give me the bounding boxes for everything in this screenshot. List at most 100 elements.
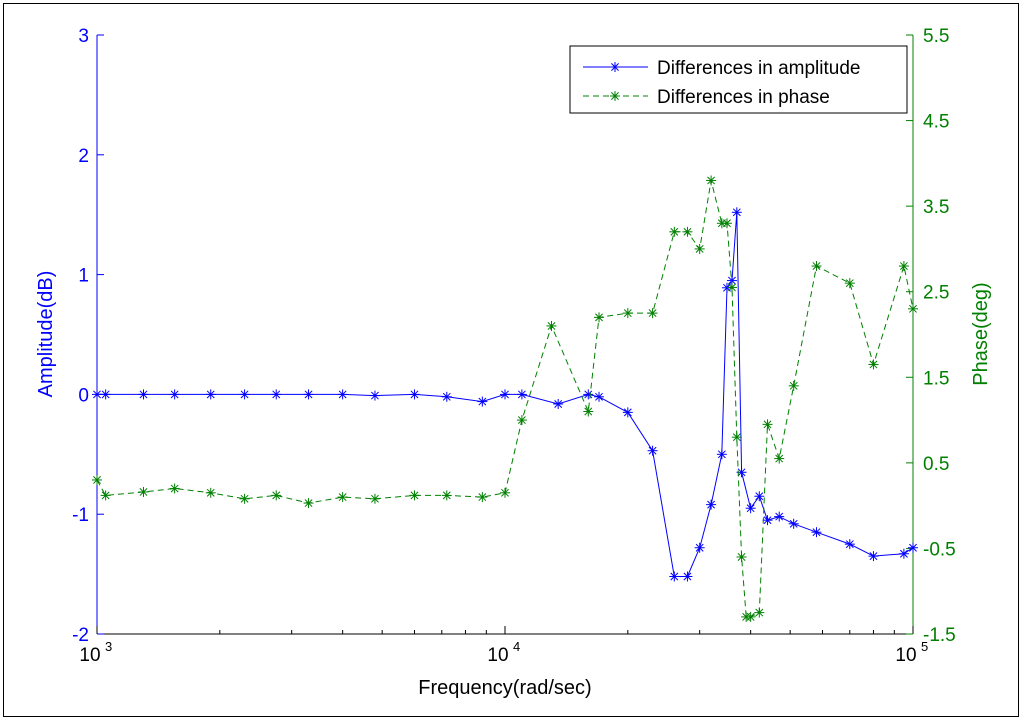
data-point-phase-30 <box>745 611 756 622</box>
y-right-tick-label-6: -0.5 <box>923 539 956 560</box>
data-point-phase-1 <box>100 490 111 501</box>
y-right-tick-label-1: 4.5 <box>923 112 949 133</box>
data-point-amplitude-29 <box>745 503 756 514</box>
data-point-amplitude-30 <box>754 491 765 502</box>
y-left-tick-label-5: -2 <box>72 625 89 646</box>
data-point-amplitude-32 <box>774 511 785 522</box>
data-point-amplitude-20 <box>669 571 680 582</box>
data-point-phase-10 <box>409 490 420 501</box>
data-point-phase-34 <box>788 380 799 391</box>
data-point-phase-9 <box>369 493 380 504</box>
y-right-tick-label-3: 2.5 <box>923 283 949 304</box>
data-point-phase-17 <box>594 312 605 323</box>
plot-area <box>97 35 913 634</box>
y-left-tick-label-1: 2 <box>78 146 89 167</box>
y-left-tick-label-0: 3 <box>78 26 89 47</box>
data-point-amplitude-33 <box>788 518 799 529</box>
x-tick-exponent-2: 5 <box>921 639 928 654</box>
data-point-phase-37 <box>868 359 879 370</box>
data-point-amplitude-16 <box>583 389 594 400</box>
data-point-amplitude-10 <box>409 389 420 400</box>
data-point-phase-32 <box>762 419 773 430</box>
data-point-phase-0 <box>92 474 102 485</box>
data-point-amplitude-27 <box>731 207 742 218</box>
data-point-phase-33 <box>774 453 785 464</box>
data-point-phase-11 <box>441 490 452 501</box>
data-point-phase-39 <box>908 303 918 314</box>
data-point-amplitude-21 <box>682 571 693 582</box>
data-point-amplitude-14 <box>516 389 527 400</box>
y-right-tick-label-2: 3.5 <box>923 197 949 218</box>
data-point-amplitude-38 <box>908 542 918 553</box>
x-tick-exponent-0: 3 <box>105 639 112 654</box>
data-point-amplitude-9 <box>369 390 380 401</box>
data-point-amplitude-1 <box>100 389 111 400</box>
data-point-amplitude-26 <box>726 275 737 286</box>
data-point-amplitude-5 <box>239 389 250 400</box>
data-point-amplitude-6 <box>271 389 282 400</box>
data-point-phase-26 <box>726 282 737 293</box>
data-point-phase-2 <box>138 486 149 497</box>
x-axis-label: Frequency(rad/sec) <box>418 677 591 699</box>
data-point-phase-31 <box>754 607 765 618</box>
y-left-tick-label-2: 1 <box>78 266 89 287</box>
data-point-phase-8 <box>337 492 348 503</box>
legend-phase-star <box>610 91 620 101</box>
data-point-amplitude-36 <box>868 551 879 562</box>
x-tick-label-0: 10 <box>79 645 100 666</box>
y-axis-left-label: Amplitude(dB) <box>35 271 57 398</box>
x-tick-label-2: 10 <box>895 645 916 666</box>
data-point-amplitude-0 <box>92 389 102 400</box>
legend-amplitude-marker <box>610 62 620 72</box>
data-point-phase-22 <box>694 243 705 254</box>
data-point-phase-18 <box>622 308 633 319</box>
data-point-phase-38 <box>898 261 909 272</box>
data-point-amplitude-3 <box>169 389 180 400</box>
tick-labels: 10 3 10 4 10 53210-1-25.54.53.52.51.50.5-0.5-… <box>72 26 956 666</box>
axes <box>96 34 914 635</box>
legend-amplitude-star <box>610 62 620 72</box>
data-point-phase-13 <box>500 487 510 498</box>
y-left-tick-label-4: -1 <box>72 505 89 526</box>
data-point-amplitude-18 <box>622 407 633 418</box>
legend-amplitude-label: Differences in amplitude <box>657 58 860 79</box>
data-point-phase-3 <box>169 483 180 494</box>
data-point-amplitude-15 <box>553 398 564 409</box>
data-point-phase-19 <box>647 308 658 319</box>
data-point-amplitude-34 <box>811 527 822 538</box>
data-point-phase-28 <box>736 551 747 562</box>
data-point-phase-15 <box>546 320 557 331</box>
y-right-tick-label-0: 5.5 <box>923 26 949 47</box>
x-tick-label-1: 10 <box>487 645 508 666</box>
data-point-phase-23 <box>706 175 717 186</box>
data-point-amplitude-17 <box>594 391 605 402</box>
data-point-phase-36 <box>844 278 855 289</box>
data-point-amplitude-8 <box>337 389 348 400</box>
data-point-phase-6 <box>271 490 282 501</box>
x-tick-exponent-1: 4 <box>513 639 520 654</box>
series-layer <box>92 175 918 622</box>
data-point-amplitude-7 <box>303 389 314 400</box>
data-point-phase-21 <box>682 226 693 237</box>
data-point-amplitude-37 <box>898 548 909 559</box>
data-point-phase-35 <box>811 261 822 272</box>
data-point-amplitude-24 <box>716 449 727 460</box>
y-right-tick-label-4: 1.5 <box>923 368 949 389</box>
data-point-phase-14 <box>516 415 527 426</box>
data-point-phase-4 <box>205 487 216 498</box>
data-point-phase-20 <box>669 226 680 237</box>
legend: Differences in amplitude Differences in … <box>569 45 908 114</box>
data-point-phase-7 <box>303 498 314 509</box>
data-point-amplitude-31 <box>762 515 773 526</box>
plot-background <box>97 35 913 634</box>
y-axis-right-label: Phase(deg) <box>970 282 992 385</box>
data-point-amplitude-4 <box>205 389 216 400</box>
legend-box <box>569 45 908 114</box>
legend-phase-label: Differences in phase <box>657 87 830 108</box>
data-point-amplitude-22 <box>694 542 705 553</box>
data-point-amplitude-35 <box>844 539 855 550</box>
y-right-tick-label-5: 0.5 <box>923 454 949 475</box>
data-point-amplitude-13 <box>500 389 510 400</box>
data-point-phase-27 <box>731 432 742 443</box>
